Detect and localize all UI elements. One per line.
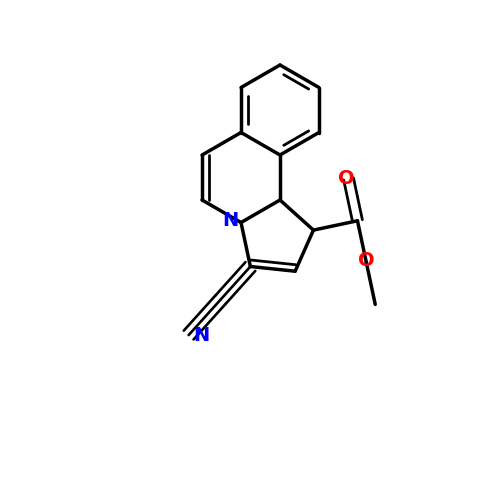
Text: N: N xyxy=(222,210,238,230)
Text: O: O xyxy=(338,170,354,188)
Text: O: O xyxy=(358,250,374,270)
Text: N: N xyxy=(193,326,210,344)
